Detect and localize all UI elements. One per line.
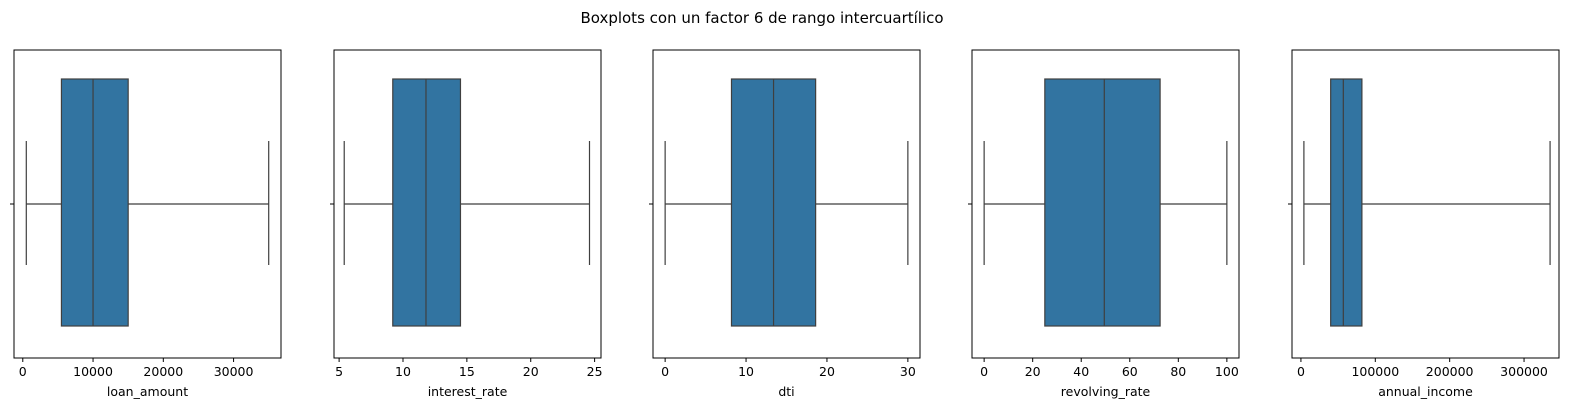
x-tick-label: 0 xyxy=(980,364,988,379)
x-tick-label: 300000 xyxy=(1500,364,1548,379)
x-tick-label: 20000 xyxy=(143,364,183,379)
x-tick-label: 60 xyxy=(1122,364,1138,379)
x-tick-label: 30000 xyxy=(214,364,254,379)
x-tick-label: 0 xyxy=(661,364,669,379)
x-tick-label: 0 xyxy=(1297,364,1305,379)
x-tick-label: 100 xyxy=(1215,364,1239,379)
x-tick-label: 25 xyxy=(587,364,603,379)
x-tick-label: 20 xyxy=(819,364,835,379)
x-tick-label: 40 xyxy=(1073,364,1089,379)
figure-title: Boxplots con un factor 6 de rango interc… xyxy=(580,9,943,27)
iqr-box xyxy=(392,78,462,327)
x-tick-label: 200000 xyxy=(1426,364,1474,379)
x-tick-label: 20 xyxy=(1025,364,1041,379)
iqr-box xyxy=(60,78,129,327)
x-axis-label: annual_income xyxy=(1378,384,1473,399)
x-tick-label: 80 xyxy=(1170,364,1186,379)
x-tick-label: 10000 xyxy=(73,364,113,379)
x-axis-label: dti xyxy=(778,384,794,399)
x-axis-label: loan_amount xyxy=(107,384,188,399)
x-tick-label: 15 xyxy=(459,364,475,379)
subplot-loan-amount: 0 10000 20000 30000 loan_amount xyxy=(10,49,282,399)
subplot-revolving-rate: 0 20 40 60 80 100 revolving_rate xyxy=(968,49,1240,399)
x-axis-label: revolving_rate xyxy=(1061,384,1151,399)
x-tick-label: 5 xyxy=(335,364,343,379)
subplot-dti: 0 10 20 30 dti xyxy=(649,49,921,399)
x-tick-label: 0 xyxy=(19,364,27,379)
x-axis-label: interest_rate xyxy=(428,384,508,399)
iqr-box xyxy=(1044,78,1161,327)
subplot-interest-rate: 5 10 15 20 25 interest_rate xyxy=(330,49,603,399)
x-tick-label: 20 xyxy=(523,364,539,379)
subplot-annual-income: 0 100000 200000 300000 annual_income xyxy=(1288,49,1560,399)
x-tick-label: 100000 xyxy=(1351,364,1399,379)
x-tick-label: 30 xyxy=(900,364,916,379)
x-tick-label: 10 xyxy=(395,364,411,379)
iqr-box xyxy=(1330,78,1363,327)
x-tick-label: 10 xyxy=(738,364,754,379)
